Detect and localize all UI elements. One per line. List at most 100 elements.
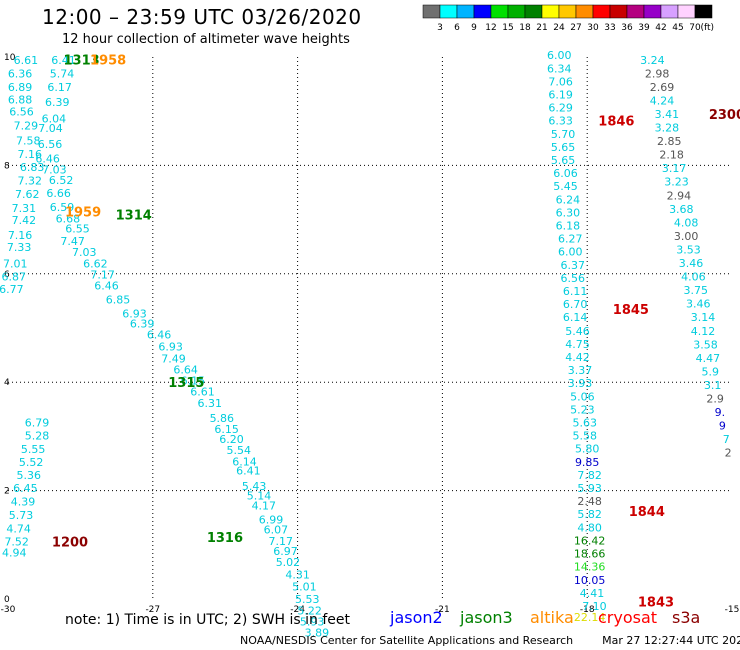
- swh-value: 5.45: [553, 180, 578, 193]
- credit-text: NOAA/NESDIS Center for Satellite Applica…: [240, 634, 574, 647]
- swh-value: 6.79: [25, 416, 50, 429]
- swh-value: 6.85: [106, 293, 131, 306]
- swh-value: 7.32: [17, 175, 42, 188]
- time-label: 1843: [638, 595, 674, 610]
- swh-value: 6.00: [547, 49, 572, 62]
- swh-value: 5.55: [21, 443, 46, 456]
- legend-swatch: [643, 4, 662, 19]
- swh-value: 6.99: [259, 513, 284, 526]
- swh-value: 5.46: [565, 325, 590, 338]
- swh-value: 6.24: [556, 194, 581, 207]
- swh-value: 6.88: [8, 93, 33, 106]
- legend-swatch: [524, 4, 543, 19]
- legend-label: 70: [689, 23, 701, 33]
- swh-value: 3.93: [568, 377, 593, 390]
- x-tick-label: -15: [725, 605, 740, 615]
- legend-label: 45: [672, 23, 683, 33]
- sat-altika: altika: [530, 608, 574, 627]
- legend-swatch: [507, 4, 526, 19]
- swh-value: 9: [719, 420, 726, 433]
- time-label: 1844: [629, 505, 665, 520]
- swh-value: 6.56: [38, 138, 63, 151]
- swh-value: 6.27: [558, 233, 583, 246]
- color-legend: 3 6 9 12 15 18 21 24 27 30 33 36 39 42 45 70 (ft): [422, 4, 714, 33]
- page-title: 12:00 – 23:59 UTC 03/26/2020: [42, 5, 362, 29]
- swh-value: 7.82: [577, 469, 602, 482]
- swh-value: 4.75: [565, 338, 590, 351]
- swh-value: 7.42: [12, 214, 37, 227]
- swh-value: 4.39: [11, 496, 36, 509]
- swh-value: 7: [723, 433, 730, 446]
- time-label: 1959: [65, 206, 101, 221]
- swh-value: 6.15: [181, 375, 206, 388]
- swh-value: 6.39: [130, 318, 155, 331]
- swh-value: 6.36: [8, 67, 33, 80]
- legend-swatch: [490, 4, 509, 19]
- legend-label: 12: [485, 23, 496, 33]
- swh-value: 5.02: [276, 556, 301, 569]
- swh-value: 7.33: [7, 241, 32, 254]
- sat-jason3: jason3: [460, 608, 513, 627]
- swh-value: 18.66: [574, 548, 606, 561]
- time-label: 2300: [709, 108, 740, 123]
- swh-value: 5.9: [702, 365, 720, 378]
- swh-value: 5.06: [570, 390, 595, 403]
- legend-swatch: [456, 4, 475, 19]
- legend-swatch: [592, 4, 611, 19]
- swh-value: 6.11: [563, 285, 588, 298]
- legend-swatch: [439, 4, 458, 19]
- time-label: 1316: [207, 531, 243, 546]
- swh-value: 5.52: [19, 456, 44, 469]
- swh-value: 5.70: [551, 128, 576, 141]
- swh-value: 4.08: [674, 216, 699, 229]
- footer-credit: NOAA/NESDIS Center for Satellite Applica…: [240, 634, 740, 647]
- swh-value: 4.47: [696, 352, 721, 365]
- swh-value: 6.31: [198, 397, 223, 410]
- legend-label: 9: [471, 23, 477, 33]
- x-tick-label: -27: [145, 605, 160, 615]
- swh-value: 3.00: [674, 230, 699, 243]
- legend-swatch: [677, 4, 696, 19]
- swh-value: 2.9: [706, 393, 724, 406]
- swh-value: 3.89: [305, 627, 330, 640]
- time-label: 1845: [613, 303, 649, 318]
- swh-value: 2.85: [657, 135, 682, 148]
- swh-value: 7.04: [38, 122, 63, 135]
- swh-value: 3.14: [691, 311, 716, 324]
- swh-value: 6.66: [46, 187, 71, 200]
- legend-label: 33: [604, 23, 615, 33]
- swh-value: 5.86: [210, 412, 235, 425]
- legend-label: 6: [454, 23, 460, 33]
- swh-value: 5.93: [300, 615, 325, 628]
- swh-value: 6.56: [560, 272, 585, 285]
- legend-swatch: [660, 4, 679, 19]
- swh-value: 3.37: [568, 364, 593, 377]
- y-tick-label: 6: [4, 270, 10, 280]
- swh-value: 7.16: [17, 148, 42, 161]
- legend-unit: (ft): [700, 23, 714, 33]
- swh-value: 6.14: [232, 455, 257, 468]
- y-tick-label: 8: [4, 161, 10, 171]
- swh-value: 7.03: [72, 246, 97, 259]
- legend-swatch: [609, 4, 628, 19]
- swh-value: 2.48: [577, 495, 602, 508]
- swh-value: 6.87: [2, 271, 27, 284]
- swh-value: 7.62: [15, 188, 40, 201]
- swh-value: 6.83: [20, 161, 45, 174]
- swh-value: 6.77: [0, 283, 24, 296]
- legend-swatch: [694, 4, 713, 19]
- swh-value: 6.04: [42, 112, 67, 125]
- swh-value: 7.47: [60, 235, 85, 248]
- swh-value: 7.03: [42, 163, 67, 176]
- swh-value: 7.17: [90, 268, 115, 281]
- swh-value: 5.36: [17, 469, 42, 482]
- swh-value: 5.01: [292, 581, 317, 594]
- swh-value: 7.06: [548, 75, 573, 88]
- legend-swatch: [473, 4, 492, 19]
- swh-value: 6.46: [147, 329, 172, 342]
- swh-value: 6.14: [563, 311, 588, 324]
- swh-value: 6.68: [56, 213, 81, 226]
- swh-value: 9.85: [575, 456, 600, 469]
- legend-swatch: [575, 4, 594, 19]
